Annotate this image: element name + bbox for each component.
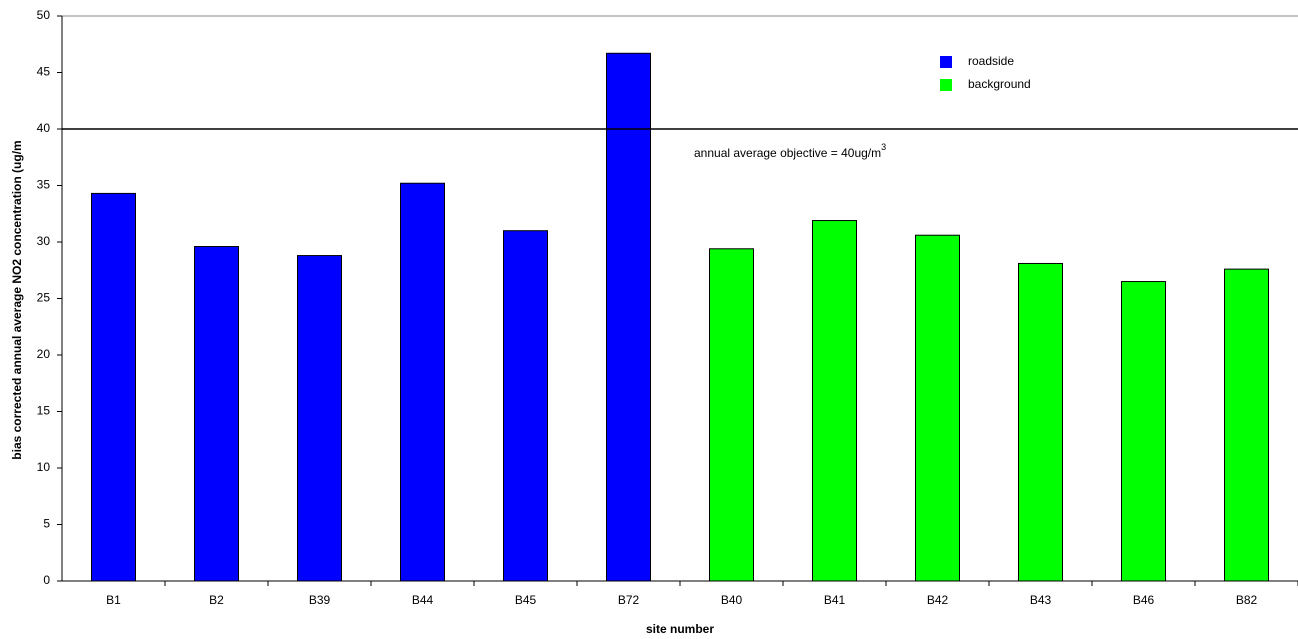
legend-swatch xyxy=(940,79,952,91)
x-tick-label: B45 xyxy=(515,593,537,607)
annotation-text: annual average objective = 40ug/m xyxy=(694,146,881,160)
bar xyxy=(194,246,239,582)
legend-swatch xyxy=(940,56,952,68)
y-tick-label: 45 xyxy=(37,65,51,79)
y-tick-label: 35 xyxy=(37,178,51,192)
y-tick-label: 30 xyxy=(37,234,51,248)
bar xyxy=(606,52,651,582)
x-tick-label: B72 xyxy=(618,593,640,607)
x-tick-label: B1 xyxy=(106,593,121,607)
x-tick-label: B42 xyxy=(927,593,949,607)
x-tick-label: B44 xyxy=(412,593,434,607)
bar xyxy=(91,192,136,582)
x-tick-label: B40 xyxy=(721,593,743,607)
y-tick-label: 25 xyxy=(37,291,51,305)
y-tick-label: 0 xyxy=(43,573,50,587)
annotation: annual average objective = 40ug/m3 xyxy=(694,142,886,160)
x-tick-label: B39 xyxy=(309,593,331,607)
bar xyxy=(297,255,342,582)
x-axis-label: site number xyxy=(646,622,714,636)
y-tick-label: 10 xyxy=(37,460,51,474)
annotation-superscript: 3 xyxy=(881,142,886,152)
y-tick-label: 15 xyxy=(37,404,51,418)
bar xyxy=(503,230,548,582)
x-tick-label: B41 xyxy=(824,593,846,607)
bar xyxy=(915,234,960,582)
bar xyxy=(709,248,754,582)
bar xyxy=(1121,281,1166,582)
y-tick-label: 40 xyxy=(37,121,51,135)
bar xyxy=(1018,262,1063,582)
x-tick-label: B46 xyxy=(1133,593,1155,607)
x-tick-label: B43 xyxy=(1030,593,1052,607)
bar xyxy=(812,220,857,582)
y-axis-label: bias corrected annual average NO2 concen… xyxy=(10,140,24,459)
y-tick-label: 5 xyxy=(43,517,50,531)
x-tick-label: B82 xyxy=(1236,593,1258,607)
legend-label: roadside xyxy=(968,54,1014,68)
y-tick-label: 20 xyxy=(37,347,51,361)
bar xyxy=(400,182,445,582)
x-tick-label: B2 xyxy=(209,593,224,607)
y-tick-label: 50 xyxy=(37,8,51,22)
bar xyxy=(1224,268,1269,582)
legend-label: background xyxy=(968,77,1031,91)
